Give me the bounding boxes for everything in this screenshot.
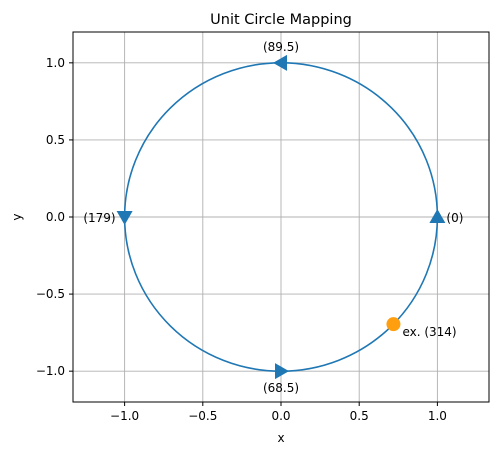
plot-frame <box>72 31 490 403</box>
x-tick-label: 0.5 <box>350 409 369 423</box>
example-point <box>386 317 401 332</box>
marker-label: (179) <box>83 211 115 225</box>
x-tick-label: 0.0 <box>271 409 290 423</box>
x-axis-label: x <box>277 431 284 445</box>
x-tick-label: 1.0 <box>428 409 447 423</box>
y-tick-label: −0.5 <box>36 287 65 301</box>
y-axis-label: y <box>10 213 24 220</box>
chart-title: Unit Circle Mapping <box>210 12 352 28</box>
example-point-label: ex. (314) <box>402 325 456 339</box>
direction-marker-left <box>273 54 287 71</box>
y-tick-label: 0.5 <box>46 133 65 147</box>
marker-label: (0) <box>446 211 463 225</box>
marker-label: (68.5) <box>263 381 299 395</box>
data-layer: (0) (89.5) (179) (68.5) ex. (314) <box>83 40 463 395</box>
y-tick-label: 1.0 <box>46 56 65 70</box>
marker-label: (89.5) <box>263 40 299 54</box>
direction-marker-down <box>116 211 133 225</box>
axis-ticks: −1.0 −0.5 0.0 0.5 1.0 −1.0 −0.5 0.0 0.5 1.0 <box>36 56 447 423</box>
direction-marker-up <box>429 209 446 223</box>
y-tick-label: 0.0 <box>46 210 65 224</box>
x-tick-label: −1.0 <box>110 409 139 423</box>
y-tick-label: −1.0 <box>36 364 65 378</box>
x-tick-label: −0.5 <box>188 409 217 423</box>
direction-marker-right <box>275 363 289 380</box>
grid <box>73 32 489 402</box>
